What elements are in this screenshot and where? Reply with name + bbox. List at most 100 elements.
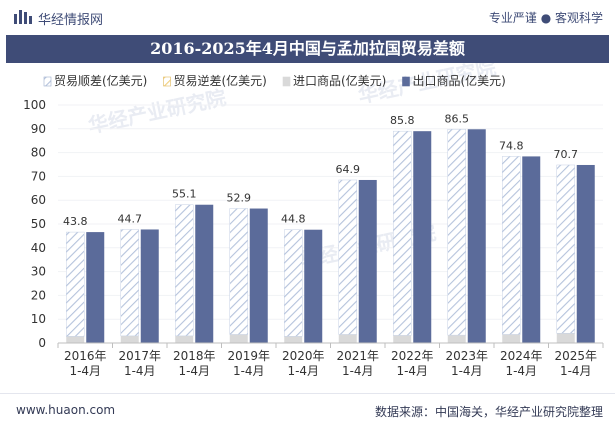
y-tick-label: 50 xyxy=(31,217,46,231)
import-bar xyxy=(229,334,248,343)
x-tick-label: 2021年 1-4月 xyxy=(336,349,379,378)
category-group: 52.9 xyxy=(227,192,268,343)
y-tick-label: 90 xyxy=(31,122,46,136)
surplus-bar xyxy=(66,231,85,337)
category-group: 64.9 xyxy=(336,163,377,343)
import-bar xyxy=(66,336,85,343)
site-url: www.huaon.com xyxy=(16,403,116,417)
legend-label: 贸易顺差(亿美元) xyxy=(54,73,147,88)
category-group: 85.8 xyxy=(390,114,432,343)
x-tick-label: 2020年 1-4月 xyxy=(282,349,325,378)
surplus-data-label: 74.8 xyxy=(499,139,524,152)
y-tick-label: 10 xyxy=(31,312,46,326)
x-tick-label-line: 1-4月 xyxy=(124,364,156,378)
legend-item-export: 出口商品(亿美元) xyxy=(402,73,506,88)
header-bar: 华经情报网 专业严谨 ● 客观科学 xyxy=(0,0,615,34)
x-tick-label-line: 1-4月 xyxy=(233,364,265,378)
x-tick-label: 2019年 1-4月 xyxy=(227,349,270,378)
surplus-bar xyxy=(393,130,412,336)
export-bar xyxy=(467,129,486,343)
surplus-data-label: 44.7 xyxy=(118,212,143,225)
export-bar xyxy=(140,229,159,343)
x-tick-label: 2016年 1-4月 xyxy=(64,349,107,378)
x-tick-label-line: 1-4月 xyxy=(178,364,210,378)
legend-swatch xyxy=(282,76,291,87)
surplus-bar xyxy=(120,229,139,337)
legend-item-deficit: 贸易逆差(亿美元) xyxy=(163,73,267,88)
surplus-data-label: 43.8 xyxy=(63,215,88,228)
x-tick-label-line: 1-4月 xyxy=(560,364,592,378)
import-bar xyxy=(120,335,139,343)
legend-swatch xyxy=(43,76,52,87)
export-bar xyxy=(522,156,541,343)
chart-title: 2016-2025年4月中国与孟加拉国贸易差额 xyxy=(150,39,465,58)
surplus-data-label: 70.7 xyxy=(554,148,579,161)
surplus-bar xyxy=(338,179,357,335)
x-tick-label: 2024年 1-4月 xyxy=(500,349,543,378)
x-tick-label-line: 2020年 xyxy=(282,349,325,363)
import-bar xyxy=(556,333,575,343)
surplus-data-label: 55.1 xyxy=(172,188,197,201)
export-bar xyxy=(86,232,105,343)
surplus-data-label: 44.8 xyxy=(281,213,306,226)
category-group: 86.5 xyxy=(445,112,486,343)
y-tick-label: 40 xyxy=(31,241,46,255)
y-tick-label: 100 xyxy=(23,98,46,112)
y-tick-label: 60 xyxy=(31,193,46,207)
surplus-data-label: 52.9 xyxy=(227,192,252,205)
legend-label: 贸易逆差(亿美元) xyxy=(174,73,267,88)
import-bar xyxy=(175,335,194,343)
category-group: 55.1 xyxy=(172,188,214,343)
surplus-bar xyxy=(447,129,466,336)
category-group: 43.8 xyxy=(63,215,105,343)
bars-layer: 43.8 44.7 55.1 52.9 44.8 64.9 85.8 86.5 74.8 70.7 xyxy=(63,112,595,343)
y-tick-label: 80 xyxy=(31,146,46,160)
x-tick-label-line: 2021年 xyxy=(336,349,379,363)
import-bar xyxy=(393,335,412,343)
x-tick-label: 2018年 1-4月 xyxy=(173,349,216,378)
x-tick-label-line: 1-4月 xyxy=(69,364,101,378)
title-bar: 2016-2025年4月中国与孟加拉国贸易差额 xyxy=(6,35,609,63)
x-tick-label: 2017年 1-4月 xyxy=(118,349,161,378)
legend-swatch xyxy=(402,76,410,87)
surplus-bar xyxy=(502,156,521,335)
y-tick-label: 20 xyxy=(31,288,46,302)
slogan: 专业严谨 ● 客观科学 xyxy=(488,11,603,25)
category-group: 44.7 xyxy=(118,212,159,343)
import-bar xyxy=(284,336,303,343)
legend-label: 出口商品(亿美元) xyxy=(413,73,506,88)
x-tick-label-line: 1-4月 xyxy=(451,364,483,378)
x-tick-label-line: 2024年 xyxy=(500,349,543,363)
surplus-bar xyxy=(556,164,575,334)
x-tick-label-line: 2018年 xyxy=(173,349,216,363)
trade-balance-chart: 华经产业研究院华经产业研究院华经产业研究院 贸易顺差(亿美元)贸易逆差(亿美元)… xyxy=(23,63,604,378)
y-tick-label: 70 xyxy=(31,169,46,183)
x-tick-label: 2025年 1-4月 xyxy=(554,349,597,378)
export-bar xyxy=(576,164,595,343)
x-tick-label-line: 2017年 xyxy=(118,349,161,363)
data-source: 数据来源：中国海关，华经产业研究院整理 xyxy=(374,405,603,419)
x-tick-label-line: 1-4月 xyxy=(396,364,428,378)
x-tick-label-line: 2019年 xyxy=(227,349,270,363)
import-bar xyxy=(502,334,521,343)
x-tick-label-line: 2022年 xyxy=(391,349,434,363)
footer-bar: www.huaon.com 数据来源：中国海关，华经产业研究院整理 xyxy=(0,393,615,428)
surplus-bar xyxy=(229,208,248,335)
y-tick-label: 30 xyxy=(31,265,46,279)
export-bar xyxy=(413,131,432,343)
export-bar xyxy=(249,208,268,343)
x-tick-label-line: 2016年 xyxy=(64,349,107,363)
legend-label: 进口商品(亿美元) xyxy=(293,73,386,88)
export-bar xyxy=(358,179,377,343)
legend: 贸易顺差(亿美元) 贸易逆差(亿美元) 进口商品(亿美元) 出口商品(亿美元) xyxy=(43,73,506,88)
surplus-data-label: 86.5 xyxy=(445,112,470,125)
x-tick-label: 2022年 1-4月 xyxy=(391,349,434,378)
surplus-data-label: 85.8 xyxy=(390,114,415,127)
import-bar xyxy=(338,334,357,343)
surplus-bar xyxy=(284,229,303,337)
surplus-data-label: 64.9 xyxy=(336,163,361,176)
x-tick-label-line: 1-4月 xyxy=(342,364,374,378)
import-bar xyxy=(447,335,466,343)
surplus-bar xyxy=(175,204,194,337)
